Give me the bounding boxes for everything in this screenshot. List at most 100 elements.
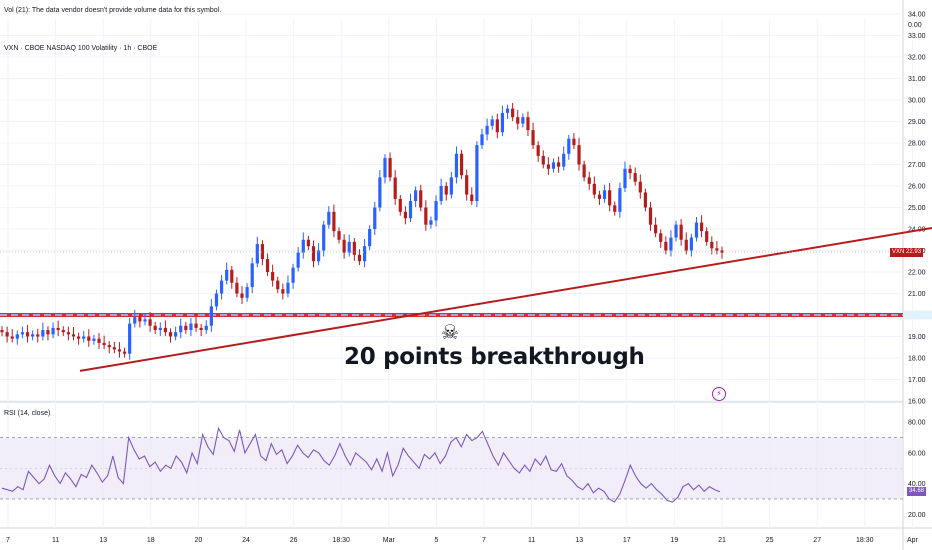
candle: [153, 325, 157, 331]
candle: [500, 112, 505, 133]
time-axis-label: 11: [52, 537, 59, 544]
candle: [720, 250, 724, 253]
candle: [715, 248, 719, 251]
rsi-last-value-badge: 34.68: [907, 487, 927, 497]
candle: [194, 323, 198, 328]
candle: [694, 222, 699, 238]
candle: [633, 173, 637, 182]
candle: [92, 338, 96, 341]
candle: [541, 155, 545, 165]
candle: [5, 332, 9, 337]
skull-crossbones-icon: ☠: [441, 320, 459, 344]
price-axis-label: 21.00: [908, 291, 926, 298]
candle: [459, 153, 464, 176]
candle: [505, 108, 510, 113]
lightning-icon[interactable]: ⚡: [712, 387, 726, 401]
candle: [495, 119, 499, 133]
candle: [255, 244, 259, 264]
candle: [76, 336, 81, 339]
last-price-symbol: VXN: [892, 248, 905, 255]
time-axis-label: 26: [290, 537, 298, 544]
candle: [179, 325, 183, 333]
time-axis-label: 21: [718, 537, 726, 544]
candle: [102, 342, 106, 346]
candle: [174, 332, 178, 337]
candle: [337, 231, 341, 240]
price-axis-label: 34.00: [908, 12, 926, 19]
symbol-title: VXN · CBOE NASDAQ 100 Volatility · 1h · …: [4, 45, 158, 52]
price-axis-label: 0.00: [908, 22, 922, 29]
candle: [490, 119, 494, 126]
candle: [163, 327, 168, 333]
candle: [61, 330, 65, 333]
candle: [674, 224, 678, 238]
candle: [219, 280, 224, 294]
candle: [250, 263, 254, 288]
candle: [51, 327, 55, 335]
candle: [408, 201, 413, 219]
candle: [679, 224, 683, 240]
price-axis-label: 28.00: [908, 141, 926, 148]
candle: [378, 177, 382, 208]
candle: [414, 190, 418, 202]
candle: [654, 224, 658, 234]
candle: [608, 190, 612, 206]
time-axis-label: 13: [99, 537, 107, 544]
candle: [25, 332, 30, 337]
candle: [383, 158, 387, 178]
candle: [362, 246, 367, 262]
candle: [628, 168, 632, 174]
time-axis-label: 7: [6, 537, 10, 544]
candle: [587, 177, 591, 184]
candle: [684, 239, 688, 251]
candle: [66, 332, 70, 335]
candle: [36, 334, 40, 337]
time-axis-label: 7: [482, 537, 486, 544]
candle: [184, 325, 188, 331]
candle: [138, 317, 142, 322]
candle: [56, 327, 60, 331]
candle: [281, 289, 285, 294]
candle: [301, 239, 305, 253]
candle: [368, 229, 372, 247]
rsi-axis-label: 60.00: [908, 450, 926, 457]
candle: [403, 211, 408, 219]
last-price-value: 22.93: [906, 248, 922, 255]
time-axis-label: 13: [575, 537, 583, 544]
time-axis-label: Mar: [383, 537, 396, 544]
candle: [424, 207, 428, 225]
candle: [531, 130, 535, 146]
candle: [659, 233, 663, 242]
candle: [577, 145, 581, 165]
candle: [485, 125, 489, 135]
candle: [20, 332, 25, 335]
candle: [689, 237, 693, 251]
candle: [87, 336, 91, 341]
annotation-text: 20 points breakthrough: [344, 344, 645, 370]
candle: [562, 153, 566, 167]
candle: [699, 222, 704, 232]
price-axis-label: 16.00: [908, 399, 926, 406]
candle: [265, 259, 270, 272]
candle: [638, 181, 642, 193]
price-axis-label: 33.00: [908, 33, 926, 40]
rsi-axis-label: 80.00: [908, 420, 926, 427]
candle: [82, 336, 86, 339]
candle: [245, 287, 249, 298]
candle: [260, 244, 265, 260]
candle: [373, 207, 377, 229]
candle: [291, 267, 295, 283]
candle: [286, 282, 290, 294]
candle: [107, 345, 111, 348]
candle: [393, 177, 397, 199]
candle: [669, 237, 673, 251]
candle: [41, 330, 45, 337]
time-axis-label: 18:30: [856, 537, 874, 544]
price-axis-label: 22.00: [908, 270, 926, 277]
candle: [332, 211, 336, 232]
time-axis-label: 24: [242, 537, 250, 544]
candle: [122, 351, 127, 354]
candle: [347, 241, 351, 253]
price-axis-label: 25.00: [908, 205, 926, 212]
